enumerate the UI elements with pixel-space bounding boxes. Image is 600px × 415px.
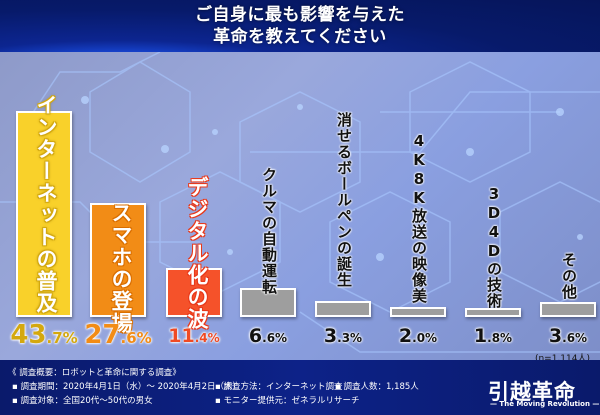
survey-count: ▪ 調査人数：1,185人 xyxy=(335,382,419,392)
survey-heading: 《 調査概要：ロボットと革命に関する調査》 xyxy=(8,368,181,378)
bar-smartphone xyxy=(90,203,146,317)
page-title: ご自身に最も影響を与えた 革命を教えてください xyxy=(0,4,600,48)
category-label: スマホの登場 xyxy=(109,202,133,334)
bar-4k8k xyxy=(390,307,446,317)
value-label: 27.6% xyxy=(84,320,152,350)
bar-3d4d xyxy=(465,308,521,317)
bar-other xyxy=(540,302,596,317)
brand-tagline: — The Moving Revolution —® xyxy=(490,400,600,408)
chart-area: インターネットの普及 スマホの登場 デジタル化の波 クルマの自動運転 消せるボー… xyxy=(0,52,600,360)
value-label: 43.7% xyxy=(10,320,78,350)
category-label: 3D4Dの技術 xyxy=(485,185,503,309)
survey-monitor: ▪ モニター提供元：ゼネラルリサーチ xyxy=(215,396,360,406)
value-label: 1.8% xyxy=(473,325,513,347)
footer: 《 調査概要：ロボットと革命に関する調査》 ▪ 調査期間：2020年4月1日（水… xyxy=(0,360,600,415)
value-label: 3.3% xyxy=(323,325,363,347)
value-label: 6.6% xyxy=(248,325,288,347)
category-label: クルマの自動運転 xyxy=(260,167,278,295)
survey-method: ▪ 調査方法：インターネット調査 xyxy=(215,382,343,392)
bar-self-driving xyxy=(240,288,296,317)
survey-period: ▪ 調査期間：2020年4月1日（水）～ 2020年4月2日（木） xyxy=(12,382,242,392)
value-label: 3.6% xyxy=(548,325,588,347)
sample-size-note: (n=1,114人) xyxy=(534,354,590,364)
header: ご自身に最も影響を与えた 革命を教えてください xyxy=(0,0,600,52)
circuit-background-icon xyxy=(0,52,600,353)
category-label: 4K8K放送の映像美 xyxy=(410,132,428,304)
title-line-1: ご自身に最も影響を与えた xyxy=(195,5,405,25)
brand-logo: 引越革命 xyxy=(488,380,576,404)
value-label: 2.0% xyxy=(398,325,438,347)
bar-digitalization xyxy=(166,268,222,317)
category-label: デジタル化の波 xyxy=(185,176,209,330)
bar-erasable-pen xyxy=(315,301,371,317)
title-line-2: 革命を教えてください xyxy=(213,27,387,47)
category-label: インターネットの普及 xyxy=(34,94,58,314)
category-label: 消せるボールペンの誕生 xyxy=(335,112,353,288)
survey-target: ▪ 調査対象：全国20代～50代の男女 xyxy=(12,396,153,406)
category-label: その他 xyxy=(560,252,578,300)
bar-internet xyxy=(16,111,72,317)
value-label: 11.4% xyxy=(168,325,220,347)
